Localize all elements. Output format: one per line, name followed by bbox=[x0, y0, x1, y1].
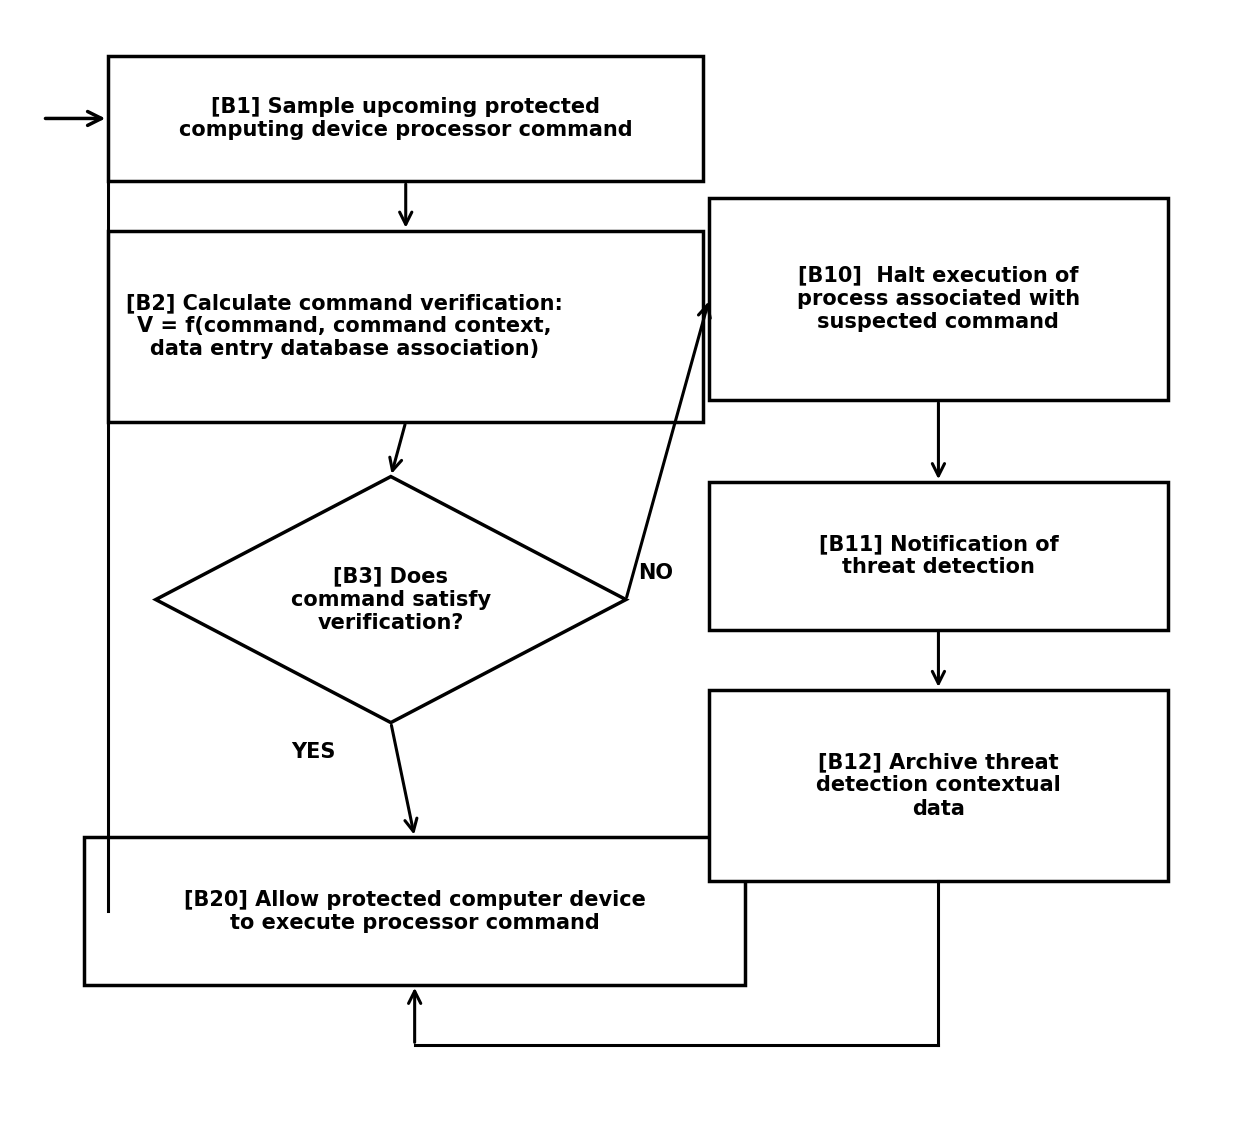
FancyBboxPatch shape bbox=[108, 56, 703, 181]
Text: NO: NO bbox=[637, 563, 673, 583]
Text: [B11] Notification of
threat detection: [B11] Notification of threat detection bbox=[818, 534, 1058, 577]
Polygon shape bbox=[156, 476, 626, 722]
Text: [B2] Calculate command verification:
V = f(command, command context,
data entry : [B2] Calculate command verification: V =… bbox=[126, 293, 563, 360]
Text: [B10]  Halt execution of
process associated with
suspected command: [B10] Halt execution of process associat… bbox=[797, 265, 1080, 333]
Text: [B20] Allow protected computer device
to execute processor command: [B20] Allow protected computer device to… bbox=[184, 890, 646, 933]
Text: [B12] Archive threat
detection contextual
data: [B12] Archive threat detection contextua… bbox=[816, 752, 1060, 819]
FancyBboxPatch shape bbox=[709, 482, 1168, 630]
Text: YES: YES bbox=[291, 743, 336, 762]
FancyBboxPatch shape bbox=[108, 230, 703, 421]
FancyBboxPatch shape bbox=[709, 198, 1168, 400]
FancyBboxPatch shape bbox=[709, 690, 1168, 882]
FancyBboxPatch shape bbox=[84, 837, 745, 985]
Text: [B1] Sample upcoming protected
computing device processor command: [B1] Sample upcoming protected computing… bbox=[179, 97, 632, 140]
Text: [B3] Does
command satisfy
verification?: [B3] Does command satisfy verification? bbox=[291, 566, 491, 633]
